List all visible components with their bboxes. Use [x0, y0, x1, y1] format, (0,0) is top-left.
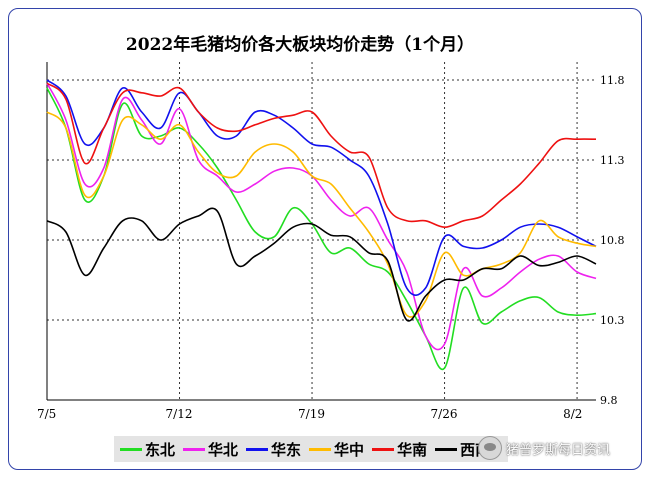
legend-swatch	[435, 447, 458, 451]
legend-swatch	[120, 447, 142, 451]
x-tick-label: 7/26	[431, 407, 458, 421]
x-tick-label: 8/2	[563, 407, 582, 421]
legend-item-4: 华南	[372, 439, 427, 460]
legend-label: 华南	[397, 440, 428, 459]
legend-label: 华北	[208, 440, 239, 459]
chart-title: 2022年毛猪均价各大板块均价走势（1个月）	[125, 35, 475, 55]
series-line-0	[46, 87, 597, 371]
series-line-3	[46, 111, 597, 318]
x-tick-label: 7/19	[298, 407, 325, 421]
tick-labels: 11.8 11.3 10.8 10.3 9.8 7/5 7/12 7/19 7/26 8/2	[37, 74, 625, 421]
legend-item-3: 华中	[309, 439, 364, 460]
x-tick-label: 7/12	[166, 407, 193, 421]
legend-item-1: 华北	[183, 439, 238, 460]
legend-item-2: 华东	[246, 439, 301, 460]
legend-swatch	[309, 447, 332, 451]
series-layer	[46, 79, 597, 371]
legend: 东北 华北 华东 华中 华南 西南	[114, 436, 509, 462]
legend-swatch	[246, 447, 269, 451]
legend-label: 华中	[334, 440, 365, 459]
y-tick-label: 10.8	[600, 234, 625, 247]
axis-layer	[46, 62, 596, 401]
legend-swatch	[183, 447, 206, 451]
series-line-2	[46, 79, 597, 296]
series-line-4	[46, 82, 597, 229]
y-tick-label: 11.8	[600, 74, 625, 87]
legend-label: 华东	[271, 440, 302, 459]
legend-label: 东北	[145, 440, 176, 459]
watermark: 猪普罗斯每日资讯	[478, 436, 610, 460]
wechat-icon	[478, 436, 502, 460]
x-tick-label: 7/5	[37, 407, 56, 421]
watermark-text: 猪普罗斯每日资讯	[506, 442, 611, 458]
chart-frame	[8, 8, 642, 470]
y-tick-label: 10.3	[600, 314, 625, 327]
y-tick-label: 9.8	[600, 394, 618, 407]
y-tick-label: 11.3	[600, 154, 625, 167]
series-line-1	[46, 82, 597, 351]
legend-item-0: 东北	[120, 439, 175, 460]
series-line-5	[46, 207, 597, 322]
legend-swatch	[372, 447, 395, 451]
